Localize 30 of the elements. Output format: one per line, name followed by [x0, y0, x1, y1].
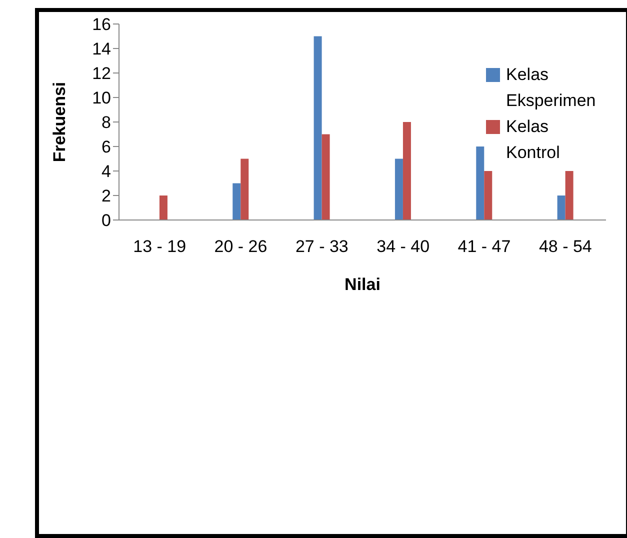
bar: [402, 122, 411, 220]
y-tick-label: 2: [102, 186, 111, 206]
y-tick-label: 0: [102, 211, 111, 230]
bar: [322, 134, 330, 220]
y-tick-label: 14: [92, 40, 111, 59]
x-tick-label: 41 - 47: [458, 237, 511, 256]
x-tick-label: 13 - 19: [133, 237, 186, 256]
y-tick-label: 6: [102, 138, 111, 157]
x-tick-label: 20 - 26: [214, 237, 268, 256]
bar: [565, 171, 574, 220]
x-axis-title: Nilai: [344, 275, 380, 294]
y-tick-label: 10: [92, 88, 111, 108]
bar: [476, 146, 484, 220]
y-axis-title: Frekuensi: [50, 82, 70, 162]
x-tick-label: 48 - 54: [538, 237, 592, 256]
y-tick-label: 12: [92, 64, 111, 84]
y-tick-label: 4: [102, 162, 111, 182]
bar: [314, 36, 322, 220]
legend-label: Kelas Kontrol: [506, 116, 561, 164]
x-tick-label: 27 - 33: [295, 237, 348, 256]
bar: [240, 158, 249, 220]
bar: [232, 183, 241, 220]
bar: [484, 171, 492, 220]
y-tick-label: 8: [102, 113, 111, 132]
y-tick-label: 16: [92, 15, 111, 34]
x-tick-label: 34 - 40: [376, 237, 430, 256]
legend-label: Kelas Eksperimen: [506, 64, 597, 112]
bar: [159, 196, 168, 220]
bar: [394, 158, 403, 220]
bar: [557, 196, 566, 220]
